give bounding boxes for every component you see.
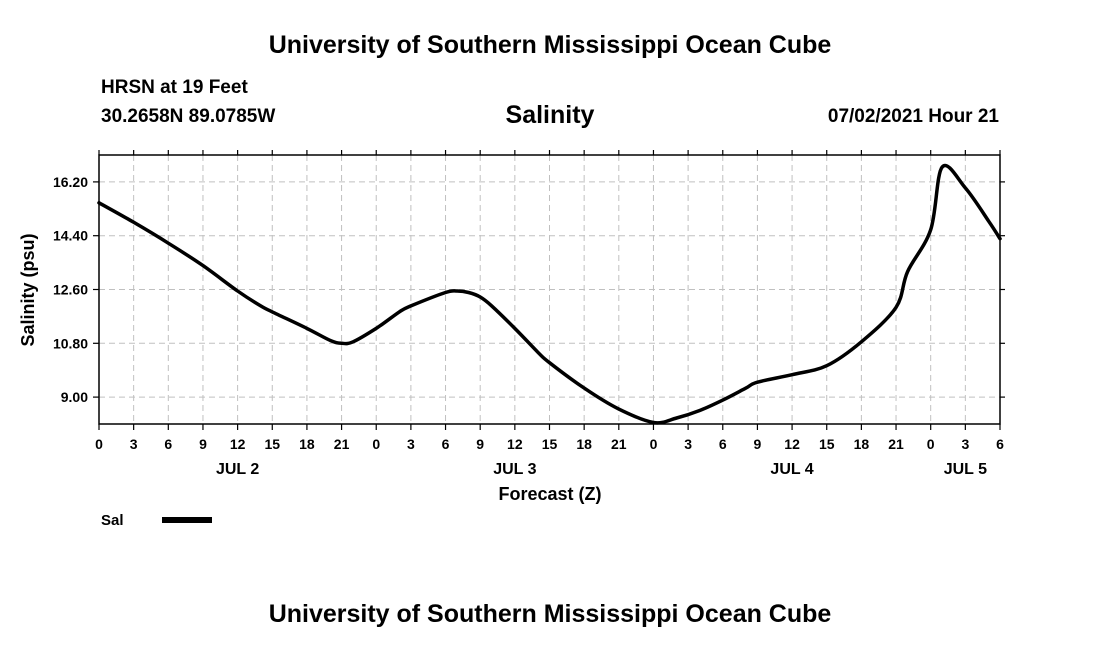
day-labels: JUL 2 JUL 3 JUL 4 JUL 5 — [216, 461, 987, 478]
x-tick-label: 3 — [684, 436, 692, 452]
chart-title-bottom: University of Southern Mississippi Ocean… — [268, 600, 832, 628]
x-tick-label: 12 — [784, 436, 800, 452]
y-axis-title: Salinity (psu) — [18, 233, 38, 346]
y-tick-labels: 9.00 10.80 12.60 14.40 16.20 — [53, 174, 88, 405]
chart-subtitle: Salinity — [505, 101, 595, 129]
day-label: JUL 2 — [216, 461, 259, 478]
x-tick-label: 6 — [164, 436, 172, 452]
datetime-label: 07/02/2021 Hour 21 — [827, 106, 999, 127]
x-tick-label: 18 — [854, 436, 870, 452]
x-tick-label: 0 — [95, 436, 103, 452]
x-tick-label: 6 — [719, 436, 727, 452]
y-tick-label: 14.40 — [53, 228, 88, 244]
x-tick-label: 6 — [996, 436, 1004, 452]
x-tick-label: 9 — [476, 436, 484, 452]
tick-marks — [93, 150, 1005, 430]
day-label: JUL 4 — [770, 461, 813, 478]
x-tick-label: 6 — [442, 436, 450, 452]
x-tick-label: 21 — [888, 436, 904, 452]
y-tick-label: 9.00 — [61, 389, 88, 405]
x-tick-label: 12 — [507, 436, 523, 452]
x-tick-label: 18 — [299, 436, 315, 452]
x-tick-label: 15 — [264, 436, 280, 452]
chart-title-top: University of Southern Mississippi Ocean… — [268, 31, 832, 59]
y-tick-label: 10.80 — [53, 335, 88, 351]
x-tick-label: 15 — [542, 436, 558, 452]
legend-label: Sal — [101, 512, 124, 529]
x-tick-label: 9 — [754, 436, 762, 452]
x-axis-title: Forecast (Z) — [498, 484, 601, 504]
x-tick-label: 9 — [199, 436, 207, 452]
x-tick-label: 21 — [334, 436, 350, 452]
day-label: JUL 5 — [944, 461, 987, 478]
x-tick-label: 12 — [230, 436, 246, 452]
y-tick-label: 12.60 — [53, 282, 88, 298]
station-label: HRSN at 19 Feet — [101, 77, 248, 98]
x-tick-label: 0 — [372, 436, 380, 452]
coordinates-label: 30.2658N 89.0785W — [101, 106, 276, 127]
x-tick-label: 3 — [961, 436, 969, 452]
x-tick-label: 21 — [611, 436, 627, 452]
x-tick-label: 0 — [650, 436, 658, 452]
day-label: JUL 3 — [493, 461, 536, 478]
x-tick-label: 3 — [407, 436, 415, 452]
series-line-sal — [97, 163, 1002, 425]
x-tick-labels: 0 3 6 9 12 15 18 21 0 3 6 9 12 15 18 21 0 3 6 9 12 15 18 21 0 3 6 — [95, 436, 1004, 452]
x-tick-label: 0 — [927, 436, 935, 452]
x-tick-label: 3 — [130, 436, 138, 452]
x-tick-label: 18 — [576, 436, 592, 452]
y-tick-label: 16.20 — [53, 174, 88, 190]
x-tick-label: 15 — [819, 436, 835, 452]
